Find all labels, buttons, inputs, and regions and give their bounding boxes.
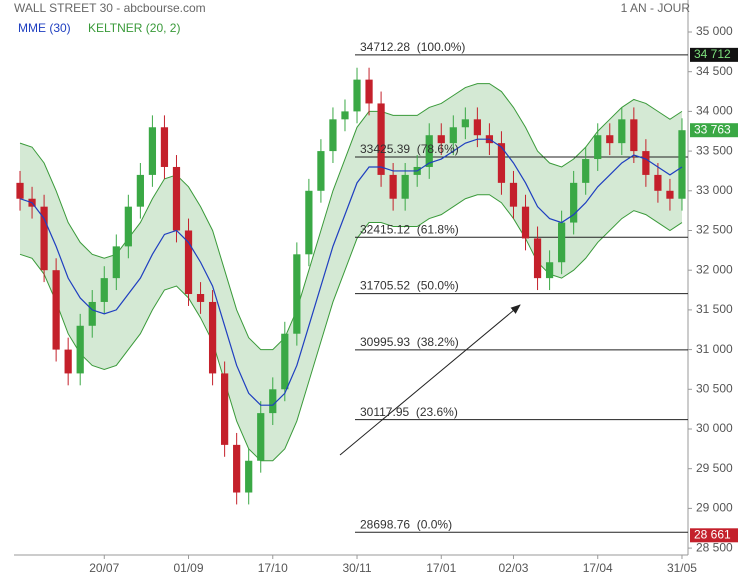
candle-body [245,460,253,493]
y-tick-label: 30 000 [696,421,733,435]
candle-body [618,119,626,144]
y-tick-label: 33 500 [696,143,733,157]
x-tick-label: 20/07 [89,561,119,575]
y-tick-label: 30 500 [696,381,733,395]
candle-body [148,127,157,175]
x-tick-label: 17/04 [583,561,613,575]
arrow [339,304,521,456]
candle-body [100,278,108,302]
candle-body [365,79,373,104]
y-tick-label: 32 000 [696,262,733,276]
fib-label: 30995.93 (38.2%) [360,335,459,349]
x-tick-label: 17/10 [258,561,288,575]
candle-body [184,230,193,295]
candle-body [425,135,433,167]
fib-label: 32415.12 (61.8%) [360,222,459,236]
candle-body [594,135,602,160]
candle-body [88,301,96,326]
candle-body [257,413,265,461]
candle-body [64,349,72,374]
fib-label: 28698.76 (0.0%) [360,517,452,531]
y-tick-label: 34 500 [696,64,733,78]
candle-body [40,206,48,271]
candle-body [533,238,542,279]
price-tag [690,47,738,62]
candle-body [461,119,469,128]
y-tick-label: 31 500 [696,302,733,316]
price-tag-label: 28 661 [694,527,731,541]
fib-label: 30117.95 (23.6%) [360,405,458,419]
price-tag [690,123,738,138]
keltner-lower [19,194,683,462]
x-tick-label: 31/05 [667,561,697,575]
candle-body [545,262,554,279]
y-tick-label: 33 000 [696,183,733,197]
candle-body [666,190,674,199]
candle-body [449,127,457,144]
candle-body [509,182,518,207]
candle-body [293,254,301,334]
x-tick-label: 30/11 [342,561,371,575]
fib-label: 31705.52 (50.0%) [360,279,459,293]
candle-body [606,135,614,144]
candle-body [196,294,205,302]
candle-body [353,79,361,112]
y-tick-label: 29 500 [696,461,733,475]
candle-body [582,159,590,183]
candle-body [497,143,506,183]
candle-body [16,182,24,199]
candle-body [630,119,638,152]
legend-ema: MME (30) [18,21,71,35]
candle-body [233,444,241,493]
candle-body [172,166,181,231]
y-tick-label: 28 500 [696,540,733,554]
candle-body [642,151,650,175]
price-tag-label: 34 712 [694,47,731,61]
candle-body [473,119,481,136]
y-tick-label: 32 500 [696,223,733,237]
price-tag [690,528,738,543]
candle-body [160,127,169,167]
fib-label: 34712.28 (100.0%) [360,40,465,54]
candle-body [678,130,686,199]
y-tick-label: 29 000 [696,501,733,515]
candle-body [401,174,409,199]
candle-body [221,373,229,445]
candle-body [654,174,662,191]
candle-body [269,389,277,414]
keltner-fill [20,83,682,461]
candle-body [389,174,397,199]
candle-body [281,333,289,390]
fib-label: 33425.39 (78.6%) [360,142,459,156]
price-tag-label: 33 763 [694,122,731,136]
period-label: 1 AN - JOUR [621,1,691,15]
candle-body [112,246,120,279]
candle-body [570,182,578,223]
candle-body [329,119,337,152]
candle-body [305,190,313,255]
x-tick-label: 01/09 [174,561,204,575]
y-tick-label: 31 000 [696,342,733,356]
candle-body [208,301,217,374]
candle-body [136,174,144,207]
x-tick-label: 02/03 [498,561,528,575]
y-tick-label: 35 000 [696,24,733,38]
candle-body [521,206,530,239]
candle-body [317,151,325,191]
candle-body [558,222,566,263]
legend-keltner: KELTNER (20, 2) [88,21,180,35]
candle-body [124,206,132,247]
candle-body [52,270,60,350]
y-tick-label: 34 000 [696,104,733,118]
ema-line [19,138,683,406]
chart-title: WALL STREET 30 - abcbourse.com [14,1,206,15]
candle-body [437,135,445,144]
candle-body [377,103,385,175]
candle-body [76,325,84,374]
x-tick-label: 17/01 [426,561,456,575]
candle-body [341,111,349,120]
